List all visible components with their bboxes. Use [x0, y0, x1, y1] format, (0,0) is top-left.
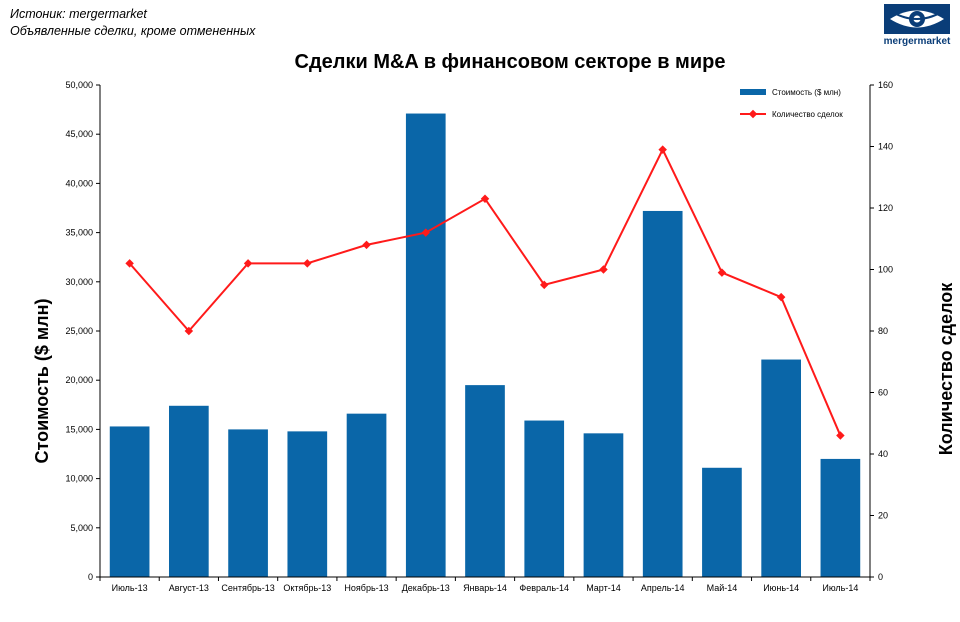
x-tick-label: Июнь-14 — [763, 583, 799, 593]
bar-Август-13 — [169, 405, 209, 577]
x-tick-label: Декабрь-13 — [402, 583, 450, 593]
x-tick-label: Июль-13 — [112, 583, 148, 593]
count-point-Декабрь-13 — [421, 228, 431, 237]
count-point-Январь-14 — [480, 194, 490, 204]
bar-Май-14 — [702, 467, 742, 577]
bar-Апрель-14 — [642, 210, 683, 577]
x-tick-label: Январь-14 — [463, 583, 507, 593]
legend-swatch-value — [740, 89, 766, 95]
count-point-Август-13 — [184, 326, 194, 336]
y-axis-title: Стоимость ($ млн) — [32, 299, 52, 464]
count-point-Март-14 — [599, 265, 608, 274]
eye-logo-icon — [884, 4, 950, 34]
x-tick-label: Апрель-14 — [641, 583, 685, 593]
y-tick-label: 5,000 — [70, 523, 93, 533]
count-point-Февраль-14 — [539, 280, 549, 290]
y-tick-label: 50,000 — [65, 80, 93, 90]
bar-Ноябрь-13 — [346, 413, 387, 577]
bar-Февраль-14 — [524, 420, 565, 577]
y-tick-label: 30,000 — [65, 277, 93, 287]
y2-tick-label: 0 — [878, 572, 883, 582]
bar-Октябрь-13 — [287, 431, 328, 577]
axes-layer: 0 5,000 10,000 15,000 20,000 25,000 30,000 35,0… — [65, 80, 893, 593]
x-tick-label: Июль-14 — [822, 583, 858, 593]
y2-axis-title: Количество сделок — [936, 282, 956, 456]
bars-layer — [109, 113, 861, 577]
y2-tick-label: 60 — [878, 388, 888, 398]
bar-Март-14 — [583, 433, 624, 577]
y-tick-label: 40,000 — [65, 178, 93, 188]
count-point-Октябрь-13 — [303, 259, 312, 268]
bar-Сентябрь-13 — [228, 429, 268, 577]
bar-Декабрь-13 — [405, 113, 446, 577]
legend-label-value: Стоимость ($ млн) — [772, 88, 841, 97]
count-point-Май-14 — [717, 268, 727, 277]
count-point-Апрель-14 — [658, 145, 667, 154]
x-tick-label: Октябрь-13 — [283, 583, 331, 593]
line-layer — [125, 145, 845, 440]
source-note: Истоник: mergermarket Объявленные сделки… — [10, 6, 255, 40]
bar-Июль-14 — [820, 458, 861, 577]
x-tick-label: Февраль-14 — [519, 583, 569, 593]
y2-tick-label: 80 — [878, 326, 888, 336]
y-tick-label: 0 — [88, 572, 93, 582]
y2-tick-label: 100 — [878, 265, 893, 275]
count-point-Ноябрь-13 — [362, 240, 371, 250]
bar-Июнь-14 — [761, 359, 801, 577]
count-point-Июль-14 — [836, 431, 845, 440]
y2-tick-label: 160 — [878, 80, 893, 90]
y-tick-label: 15,000 — [65, 424, 93, 434]
count-point-Сентябрь-13 — [243, 259, 253, 268]
x-tick-label: Сентябрь-13 — [221, 583, 274, 593]
bar-Июль-13 — [109, 426, 150, 577]
source-line-1: Истоник: mergermarket — [10, 7, 147, 21]
x-tick-label: Ноябрь-13 — [344, 583, 388, 593]
mergermarket-logo: mergermarket — [880, 4, 954, 50]
y-tick-label: 35,000 — [65, 228, 93, 238]
bar-Январь-14 — [465, 385, 505, 577]
x-tick-label: Март-14 — [586, 583, 621, 593]
y-tick-label: 20,000 — [65, 375, 93, 385]
y-tick-label: 45,000 — [65, 129, 93, 139]
legend-marker-count — [748, 109, 758, 119]
y2-tick-label: 140 — [878, 142, 893, 152]
y2-tick-label: 40 — [878, 449, 888, 459]
y2-tick-label: 120 — [878, 203, 893, 213]
x-tick-label: Август-13 — [169, 583, 209, 593]
y2-tick-label: 20 — [878, 511, 888, 521]
source-line-2: Объявленные сделки, кроме отмененных — [10, 24, 256, 38]
logo-wordmark: mergermarket — [883, 36, 951, 47]
count-point-Июнь-14 — [776, 292, 786, 302]
chart-title: Сделки M&A в финансовом секторе в мире — [295, 51, 726, 73]
x-tick-label: Май-14 — [707, 583, 738, 593]
y-tick-label: 25,000 — [65, 326, 93, 336]
legend-label-count: Количество сделок — [772, 110, 843, 119]
count-point-Июль-13 — [125, 259, 134, 268]
y-tick-label: 10,000 — [65, 474, 93, 484]
legend: Стоимость ($ млн) Количество сделок — [740, 88, 843, 119]
